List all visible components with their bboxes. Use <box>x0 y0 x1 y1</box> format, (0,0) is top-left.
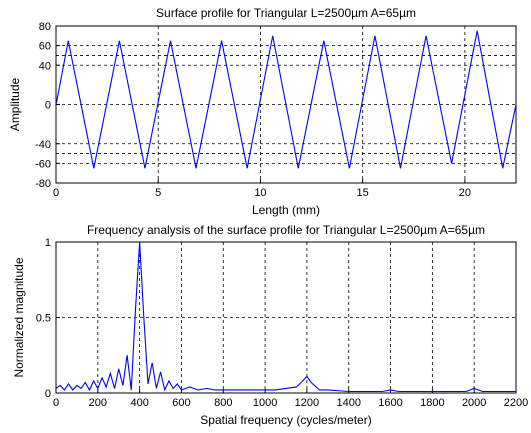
profile-x-tick-label: 15 <box>357 187 369 199</box>
frequency-y-axis-label: Normalized magnitude <box>12 257 26 377</box>
profile-x-tick-label: 20 <box>459 187 471 199</box>
profile-x-tick-label: 10 <box>254 187 266 199</box>
profile-x-tick-label: 0 <box>53 187 59 199</box>
frequency-y-tick-label: 1 <box>45 237 51 249</box>
profile-y-axis-label: Amplitude <box>8 78 22 132</box>
frequency-x-tick-label: 1400 <box>336 397 360 409</box>
frequency-x-tick-label: 800 <box>214 397 232 409</box>
frequency-x-tick-label: 1200 <box>295 397 319 409</box>
frequency-x-tick-label: 1600 <box>378 397 402 409</box>
frequency-chart: Frequency analysis of the surface profil… <box>12 223 528 427</box>
profile-chart: Surface profile for Triangular L=2500µm … <box>8 6 517 217</box>
frequency-x-tick-label: 400 <box>130 397 148 409</box>
profile-y-tick-label: 40 <box>39 60 51 72</box>
frequency-x-tick-label: 0 <box>53 397 59 409</box>
profile-x-tick-label: 5 <box>155 187 161 199</box>
frequency-x-tick-label: 200 <box>89 397 107 409</box>
frequency-y-tick-label: 0.5 <box>36 313 51 325</box>
frequency-x-tick-label: 2200 <box>504 397 528 409</box>
frequency-x-tick-label: 1800 <box>420 397 444 409</box>
profile-y-tick-label: -60 <box>35 158 51 170</box>
frequency-ticks: 0 200 400 600 800 1000 1200 1400 1600 1800 2000 220… <box>36 237 529 409</box>
profile-y-tick-label: 80 <box>39 21 51 33</box>
frequency-y-tick-label: 0 <box>45 388 51 400</box>
frequency-x-tick-label: 600 <box>172 397 190 409</box>
frequency-x-axis-label: Spatial frequency (cycles/meter) <box>200 413 371 427</box>
frequency-x-tick-label: 2000 <box>462 397 486 409</box>
frequency-series-line <box>55 241 516 393</box>
profile-y-tick-label: -40 <box>35 139 51 151</box>
profile-x-axis-label: Length (mm) <box>252 203 320 217</box>
frequency-chart-title: Frequency analysis of the surface profil… <box>87 223 485 237</box>
profile-y-tick-label: -80 <box>35 178 51 190</box>
profile-series-line <box>55 30 517 169</box>
profile-y-tick-label: 0 <box>45 100 51 112</box>
frequency-grid <box>56 242 516 393</box>
profile-chart-title: Surface profile for Triangular L=2500µm … <box>156 6 416 20</box>
frequency-x-tick-label: 1000 <box>253 397 277 409</box>
profile-y-tick-label: 60 <box>39 41 51 53</box>
profile-ticks: 0 5 10 15 20 -80 -60 -40 0 40 60 80 <box>35 21 471 199</box>
